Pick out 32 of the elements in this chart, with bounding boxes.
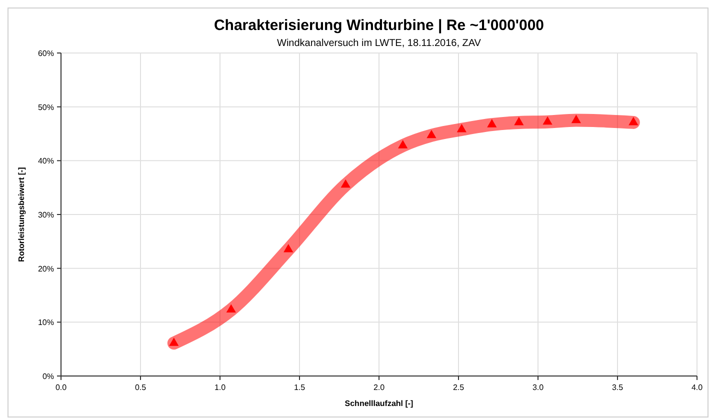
point [284, 244, 294, 252]
point [456, 124, 466, 132]
point [628, 116, 638, 126]
y-tick-label: 50% [38, 102, 54, 112]
y-tick-label: 10% [38, 318, 54, 328]
chart-title: Charakterisierung Windturbine | Re ~1'000'000 [214, 17, 544, 34]
point [571, 114, 581, 124]
y-tick-label: 20% [38, 264, 54, 274]
x-axis-title: Schnelllaufzahl [-] [344, 399, 414, 408]
point [514, 116, 524, 126]
point [340, 179, 350, 188]
y-tick-label: 0% [42, 372, 54, 381]
chart-subtitle: Windkanalversuch im LWTE, 18.11.2016, ZAV [277, 38, 482, 49]
point [169, 338, 179, 346]
point [542, 116, 552, 125]
x-tick-label: 3.0 [532, 383, 544, 392]
x-tick-label: 2.0 [373, 383, 386, 392]
point [426, 130, 436, 138]
point [226, 304, 236, 313]
y-tick-label: 30% [38, 210, 54, 220]
y-axis-title: Rotorleistungsbeiwert [-] [17, 166, 26, 262]
x-tick-label: 3.5 [612, 383, 624, 392]
x-tick-label: 1.0 [214, 383, 226, 392]
x-tick-label: 2.5 [452, 383, 465, 392]
x-tick-label: 0.0 [55, 383, 68, 392]
x-tick-label: 4.0 [691, 383, 704, 392]
x-tick-label: 0.5 [134, 383, 147, 392]
point [398, 140, 408, 148]
x-tick-label: 1.5 [294, 383, 306, 392]
y-tick-label: 60% [38, 49, 54, 58]
point [487, 119, 497, 128]
y-tick-label: 40% [38, 156, 54, 166]
